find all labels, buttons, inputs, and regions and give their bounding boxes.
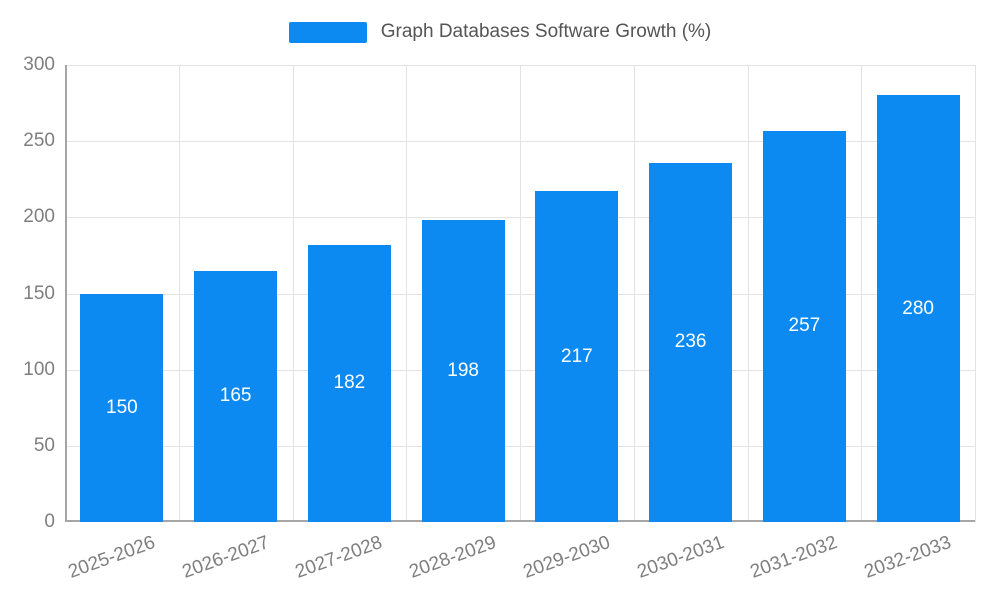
y-axis-line bbox=[65, 65, 67, 522]
legend-label: Graph Databases Software Growth (%) bbox=[380, 21, 712, 42]
bar-value-label: 257 bbox=[788, 315, 821, 337]
gridline-vertical bbox=[178, 65, 180, 522]
gridline-vertical bbox=[520, 65, 521, 522]
bar-value-label: 165 bbox=[219, 385, 252, 407]
y-axis-tick-label: 250 bbox=[23, 130, 55, 152]
bar-2029-2030: 217 bbox=[535, 191, 619, 522]
x-axis-tick-label: 2028-2029 bbox=[406, 532, 500, 583]
gridline-vertical bbox=[633, 65, 635, 522]
x-axis-tick-label: 2026-2027 bbox=[179, 532, 272, 583]
x-axis-tick-label: 2027-2028 bbox=[292, 532, 386, 583]
gridline-vertical bbox=[747, 65, 749, 522]
bar-2030-2031: 236 bbox=[649, 162, 733, 522]
bar-2027-2028: 182 bbox=[307, 244, 391, 522]
bar-2025-2026: 150 bbox=[80, 293, 164, 522]
y-axis-tick-label: 200 bbox=[23, 206, 55, 228]
gridline-vertical bbox=[975, 65, 976, 522]
gridline-vertical bbox=[861, 65, 863, 522]
y-axis-tick-label: 300 bbox=[23, 54, 55, 75]
x-axis-tick-label: 2030-2031 bbox=[634, 532, 727, 583]
chart-legend: Graph Databases Software Growth (%) bbox=[0, 18, 1000, 46]
bar-value-label: 217 bbox=[561, 345, 593, 367]
bar-value-label: 150 bbox=[106, 396, 138, 418]
y-axis-tick-label: 50 bbox=[33, 434, 55, 456]
bar-value-label: 236 bbox=[674, 331, 707, 353]
x-axis-tick-label: 2032-2033 bbox=[861, 532, 955, 583]
y-axis-tick-label: 150 bbox=[23, 282, 55, 304]
bar-value-label: 182 bbox=[333, 372, 366, 394]
bar-2032-2033: 280 bbox=[876, 95, 960, 522]
y-axis-tick-label: 100 bbox=[23, 358, 55, 380]
bar-2028-2029: 198 bbox=[421, 220, 505, 522]
plot-area: 0 50 100 150 200 250 300 150 2025-2026 165 2026-20… bbox=[23, 54, 976, 583]
x-axis-line bbox=[65, 520, 975, 522]
bar-2031-2032: 257 bbox=[762, 130, 846, 522]
bar-value-label: 280 bbox=[902, 297, 934, 319]
x-axis-tick-label: 2029-2030 bbox=[520, 532, 613, 583]
bar-2026-2027: 165 bbox=[194, 270, 278, 522]
gridline-vertical bbox=[292, 65, 294, 522]
gridline-vertical bbox=[406, 65, 408, 522]
legend-color-swatch bbox=[288, 21, 367, 43]
y-axis-tick-label: 0 bbox=[44, 511, 55, 532]
x-axis-tick-label: 2031-2032 bbox=[747, 532, 841, 583]
bar-value-label: 198 bbox=[447, 360, 479, 382]
x-axis-tick-label: 2025-2026 bbox=[65, 532, 158, 583]
